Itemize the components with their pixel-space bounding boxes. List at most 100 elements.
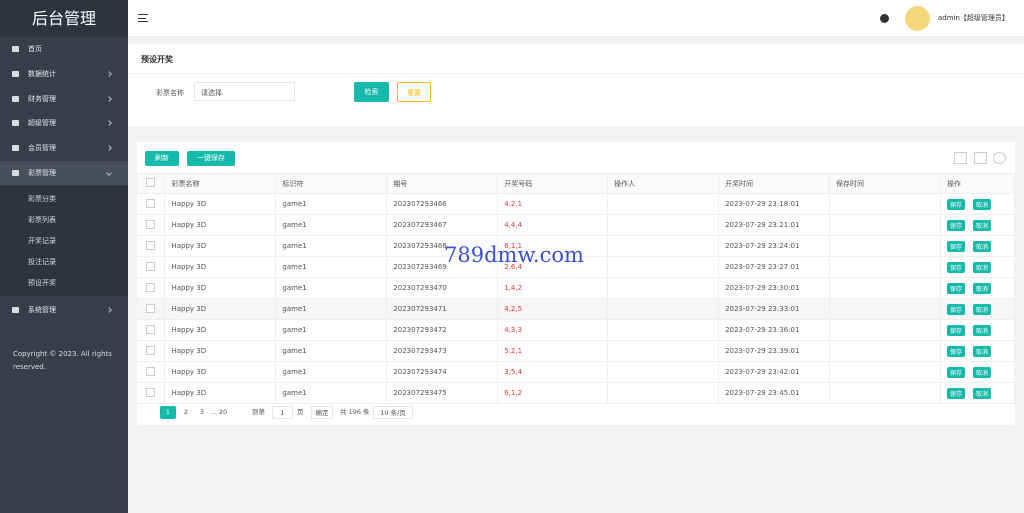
data-table: 彩票名称 标识符 期号 开奖号码 操作人 开奖时间 保存时间 操作 Happy 3D game1 2… (137, 173, 1016, 404)
cell: 2023-07-29 23:45:01 (718, 382, 831, 404)
cell-text: 202307293475 (393, 389, 447, 397)
action-button[interactable]: 取消 (972, 366, 991, 378)
action-button[interactable]: 保存 (946, 261, 965, 273)
cell: 2023-07-29 23:33:01 (718, 298, 831, 320)
table-row: Happy 3D game1 202307293472 4,3,3 2023-07-29… (137, 319, 1016, 341)
cell-text: game1 (282, 284, 307, 292)
submenu-bg (0, 186, 128, 296)
cell: 2023-07-29 23:36:01 (718, 319, 831, 341)
action-button[interactable]: 取消 (972, 282, 991, 294)
cell-text: 202307293473 (393, 347, 447, 355)
checkbox[interactable] (146, 324, 156, 334)
action-button[interactable]: 保存 (946, 345, 965, 357)
page-button[interactable]: 3 (199, 408, 205, 416)
menu-toggle[interactable] (138, 14, 148, 22)
action-button[interactable]: 取消 (972, 219, 991, 231)
select[interactable]: 请选择 (194, 82, 295, 101)
menu-icon (12, 120, 19, 126)
cell (137, 361, 166, 383)
cell: game1 (275, 340, 388, 362)
checkbox[interactable] (146, 261, 156, 271)
cell-text: Happy 3D (171, 305, 207, 313)
action-button[interactable]: 保存 (946, 387, 965, 399)
checkbox[interactable] (146, 178, 156, 187)
cell: 5,2,1 (497, 340, 609, 362)
submenu-item[interactable]: 开奖记录 (28, 237, 56, 245)
action-button[interactable]: 取消 (972, 387, 991, 399)
confirm-button[interactable]: 确定 (311, 406, 333, 419)
prev-button[interactable] (145, 406, 155, 419)
cell: Happy 3D (164, 382, 277, 404)
action-button[interactable]: 取消 (972, 198, 991, 210)
cell-text: game1 (282, 305, 307, 313)
export-tool[interactable] (974, 152, 987, 164)
action-button[interactable]: 取消 (972, 303, 991, 315)
checkbox[interactable] (146, 345, 156, 355)
menu-item[interactable]: 会员管理 (0, 136, 128, 160)
submenu-item[interactable]: 预设开奖 (28, 279, 56, 287)
sidebar: 后台管理 Copyright © 2023. All rights reserv… (0, 0, 128, 513)
cell: 保存 取消 (940, 319, 1016, 341)
cell-text: 2023-07-29 23:39:01 (725, 347, 800, 355)
menu-item[interactable]: 财务管理 (0, 87, 128, 111)
cell (137, 193, 166, 215)
checkbox[interactable] (146, 240, 156, 250)
menu-item[interactable]: 首页 (0, 37, 128, 61)
save-all-button[interactable]: 一键保存 (187, 151, 235, 166)
action-button[interactable]: 保存 (946, 366, 965, 378)
cell (829, 235, 941, 257)
avatar[interactable] (905, 6, 930, 31)
action-button[interactable]: 取消 (972, 240, 991, 252)
menu-item[interactable]: 系统管理 (0, 298, 128, 322)
menu-item[interactable]: 数据统计 (0, 62, 128, 86)
cell: 保存 取消 (940, 235, 1016, 257)
cell (607, 361, 720, 383)
action-button[interactable]: 保存 (946, 324, 965, 336)
reset-button[interactable]: 重置 (397, 82, 431, 102)
checkbox[interactable] (146, 282, 156, 292)
action-button[interactable]: 保存 (946, 198, 965, 210)
goto-input[interactable]: 1 (272, 406, 293, 419)
print-tool[interactable] (993, 152, 1006, 164)
page-button[interactable]: 20 (218, 408, 228, 416)
checkbox[interactable] (146, 198, 156, 208)
per-page-select[interactable]: 10 条/页 (373, 406, 413, 419)
cell (137, 319, 166, 341)
user-name[interactable]: admin【超级管理员】 (938, 14, 1009, 22)
submenu-item[interactable]: 投注记录 (28, 258, 56, 266)
action-button[interactable]: 取消 (972, 261, 991, 273)
submenu-item[interactable]: 彩票分类 (28, 195, 56, 203)
page-button[interactable]: 1 (160, 406, 176, 419)
cell: Happy 3D (164, 235, 277, 257)
action-button[interactable]: 取消 (972, 324, 991, 336)
goto-label: 到第 (252, 408, 265, 416)
cell: game1 (275, 382, 388, 404)
page-button[interactable]: 2 (183, 408, 189, 416)
header: admin【超级管理员】 (128, 0, 1024, 37)
cell-text: game1 (282, 263, 307, 271)
checkbox[interactable] (146, 219, 156, 229)
menu-label: 会员管理 (28, 144, 56, 152)
cell-text: 202307293472 (393, 326, 447, 334)
checkbox[interactable] (146, 387, 156, 397)
submenu-item[interactable]: 彩票列表 (28, 216, 56, 224)
columns-tool[interactable] (954, 152, 967, 164)
theme-icon[interactable] (880, 14, 889, 23)
action-button[interactable]: 保存 (946, 240, 965, 252)
cell (829, 382, 941, 404)
cell-text: 6,1,1 (504, 242, 523, 250)
table-row: Happy 3D game1 202307293468 6,1,1 2023-07-29… (137, 235, 1016, 257)
menu-item[interactable]: 超级管理 (0, 111, 128, 135)
action-button[interactable]: 保存 (946, 303, 965, 315)
checkbox[interactable] (146, 366, 156, 376)
action-button[interactable]: 保存 (946, 282, 965, 294)
checkbox[interactable] (146, 303, 156, 313)
refresh-button[interactable]: 刷新 (145, 151, 179, 166)
menu-label: 彩票管理 (28, 169, 56, 177)
search-button[interactable]: 检索 (354, 82, 389, 102)
action-button[interactable]: 保存 (946, 219, 965, 231)
menu-item[interactable]: 彩票管理 (0, 161, 128, 185)
action-button[interactable]: 取消 (972, 345, 991, 357)
cell: game1 (275, 256, 388, 278)
chevron (106, 120, 112, 126)
